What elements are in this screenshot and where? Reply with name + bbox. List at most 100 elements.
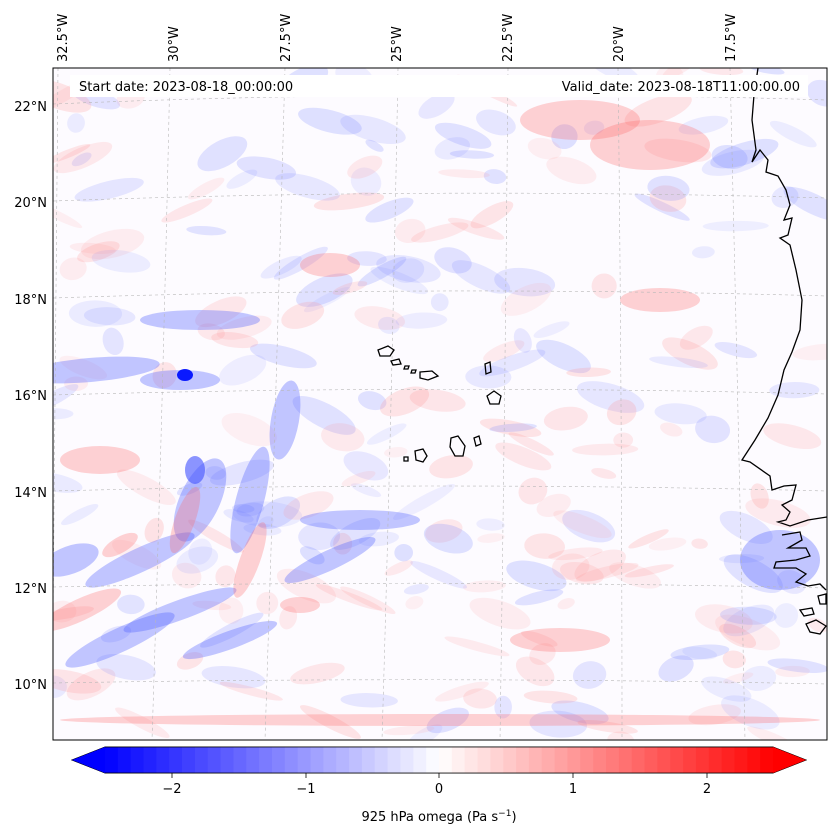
colorbar-band <box>606 747 620 773</box>
header-box <box>70 75 808 97</box>
omega-cell <box>347 155 383 179</box>
omega-cell <box>628 529 669 549</box>
omega-cell <box>434 122 492 149</box>
omega-cell <box>211 332 259 349</box>
omega-cell <box>479 349 546 377</box>
colorbar-band <box>490 747 504 773</box>
omega-cell <box>123 587 237 633</box>
omega-cell <box>117 594 145 615</box>
omega-cell <box>112 539 162 570</box>
omega-cell <box>393 483 456 520</box>
omega-cell <box>577 719 638 734</box>
colorbar-band <box>156 747 170 773</box>
omega-cell <box>219 354 267 386</box>
omega-cell <box>679 325 713 350</box>
omega-cell <box>258 516 274 528</box>
lon-label-27-5w: 27.5°W <box>279 14 294 62</box>
omega-cell <box>173 458 227 542</box>
graticule-lines <box>53 68 827 740</box>
omega-cell <box>53 79 92 113</box>
colorbar-band <box>323 747 337 773</box>
omega-cell <box>395 312 448 329</box>
omega-cell <box>644 138 712 163</box>
omega-cell <box>551 553 590 580</box>
omega-cell <box>102 327 124 356</box>
colorbar-tick-neg1: −1 <box>296 782 315 797</box>
valid-date-label: Valid_date: 2023-08-18T11:00:00.00 <box>562 80 800 95</box>
colorbar-band <box>310 747 324 773</box>
colorbar: −2 −1 0 1 2 925 hPa omega (Pa s−1) <box>70 746 808 825</box>
omega-cell <box>53 600 77 623</box>
colorbar-band <box>721 747 735 773</box>
omega-cell <box>171 562 202 589</box>
omega-cell <box>53 203 83 229</box>
omega-cell <box>340 693 398 708</box>
latitude-labels: 22°N 20°N 18°N 16°N 14°N 12°N 10°N <box>14 100 47 693</box>
omega-cell <box>510 628 610 652</box>
omega-cell <box>720 606 777 625</box>
colorbar-band <box>580 747 594 773</box>
omega-cell <box>691 246 715 259</box>
lon-label-17-5w: 17.5°W <box>724 14 739 62</box>
omega-cell <box>177 369 193 381</box>
omega-cell <box>276 568 336 604</box>
colorbar-band <box>349 747 363 773</box>
colorbar-bands <box>70 746 808 774</box>
omega-cell <box>60 714 820 726</box>
omega-cell <box>722 650 746 669</box>
map-border <box>52 67 828 741</box>
colorbar-band <box>567 747 581 773</box>
omega-cell <box>648 537 687 551</box>
colorbar-band <box>683 747 697 773</box>
omega-cell <box>624 93 692 127</box>
omega-cell <box>495 442 552 471</box>
omega-cell <box>269 380 301 460</box>
omega-cell <box>763 423 822 450</box>
omega-cell <box>559 561 604 585</box>
colorbar-band <box>541 747 555 773</box>
omega-cell <box>745 498 811 528</box>
omega-cell <box>410 561 467 589</box>
colorbar-band <box>297 747 311 773</box>
colorbar-band <box>130 747 144 773</box>
omega-cell <box>465 365 512 389</box>
colorbar-band <box>747 747 761 773</box>
omega-cell <box>476 109 516 136</box>
omega-cell <box>201 665 266 689</box>
omega-cell <box>192 600 232 611</box>
omega-cell <box>548 547 603 561</box>
omega-cell <box>53 144 91 164</box>
omega-cell <box>275 173 340 201</box>
colorbar-band <box>272 747 286 773</box>
omega-cell <box>66 668 116 701</box>
omega-cell <box>719 510 773 545</box>
omega-cell <box>236 156 297 180</box>
omega-cell <box>233 522 267 598</box>
omega-cell <box>85 532 195 588</box>
omega-cell <box>783 186 827 221</box>
omega-cell <box>365 197 414 223</box>
omega-cell <box>71 152 92 167</box>
omega-cell <box>524 533 566 559</box>
omega-cell <box>660 422 683 437</box>
omega-cell <box>714 341 758 359</box>
omega-cell <box>176 652 204 670</box>
omega-cell <box>429 454 473 479</box>
omega-cell <box>606 399 637 426</box>
omega-cell <box>426 707 469 734</box>
omega-cell <box>65 612 175 668</box>
omega-cell <box>711 145 748 169</box>
omega-cell <box>53 606 94 621</box>
omega-cell <box>515 656 555 687</box>
omega-cell <box>469 597 531 630</box>
omega-cell <box>699 68 744 76</box>
omega-field <box>53 68 827 740</box>
omega-cell <box>701 149 765 176</box>
omega-cell <box>591 468 617 479</box>
omega-cell <box>634 193 690 221</box>
colorbar-band <box>516 747 530 773</box>
colorbar-tick-1: 1 <box>569 782 577 797</box>
omega-cell <box>354 306 406 330</box>
colorbar-tick-2: 2 <box>703 782 711 797</box>
omega-cell <box>53 543 99 577</box>
